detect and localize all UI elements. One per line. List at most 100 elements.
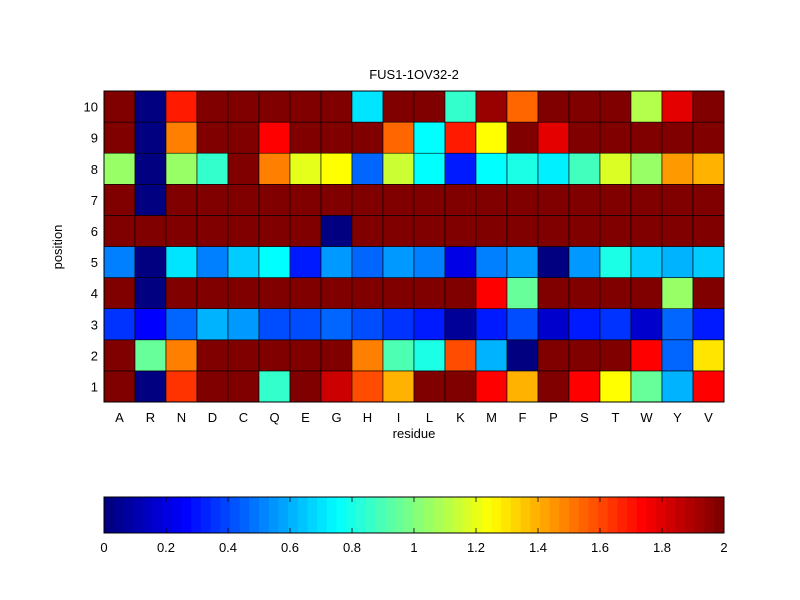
colorbar-swatch bbox=[636, 497, 647, 533]
colorbar-tick-label: 1.6 bbox=[591, 540, 609, 555]
colorbar-swatch bbox=[326, 497, 337, 533]
cell-D-4 bbox=[196, 277, 229, 310]
colorbar-swatch bbox=[443, 497, 454, 533]
cell-A-9 bbox=[103, 121, 136, 154]
cell-D-7 bbox=[196, 184, 229, 216]
cell-Q-4 bbox=[258, 277, 291, 310]
cell-S-3 bbox=[568, 308, 601, 341]
cell-G-6 bbox=[320, 215, 353, 247]
cell-P-8 bbox=[537, 152, 570, 185]
cell-H-10 bbox=[351, 90, 384, 123]
colorbar-swatch bbox=[317, 497, 328, 533]
cell-F-3 bbox=[506, 308, 539, 341]
cell-A-2 bbox=[103, 339, 136, 372]
cell-P-3 bbox=[537, 308, 570, 341]
colorbar-tick-label: 1.8 bbox=[653, 540, 671, 555]
colorbar-swatch bbox=[355, 497, 367, 533]
cell-L-6 bbox=[413, 215, 446, 247]
cell-S-1 bbox=[568, 370, 601, 403]
x-tick-label: S bbox=[580, 410, 589, 425]
cell-E-9 bbox=[289, 121, 322, 154]
x-tick-label: T bbox=[612, 410, 620, 425]
cell-W-5 bbox=[630, 246, 663, 278]
cell-C-4 bbox=[227, 277, 260, 310]
colorbar-swatch bbox=[714, 497, 725, 533]
y-axis-label: position bbox=[50, 225, 65, 270]
colorbar-swatch bbox=[559, 497, 570, 533]
cell-W-6 bbox=[630, 215, 663, 247]
cell-T-6 bbox=[599, 215, 632, 247]
colorbar-swatch bbox=[307, 497, 318, 533]
cell-G-4 bbox=[320, 277, 353, 310]
cell-W-3 bbox=[630, 308, 663, 341]
cell-Y-8 bbox=[661, 152, 694, 185]
cell-P-7 bbox=[537, 184, 570, 216]
cell-Q-6 bbox=[258, 215, 291, 247]
cell-I-9 bbox=[382, 121, 415, 154]
colorbar-swatch bbox=[191, 497, 202, 533]
cell-S-7 bbox=[568, 184, 601, 216]
cell-V-9 bbox=[692, 121, 725, 154]
cell-H-4 bbox=[351, 277, 384, 310]
colorbar-swatch bbox=[423, 497, 434, 533]
y-tick-label: 6 bbox=[91, 224, 98, 239]
colorbar-swatch bbox=[462, 497, 473, 533]
colorbar-swatch bbox=[210, 497, 221, 533]
cell-A-1 bbox=[103, 370, 136, 403]
cell-N-8 bbox=[165, 152, 198, 185]
cell-K-1 bbox=[444, 370, 477, 403]
cell-F-5 bbox=[506, 246, 539, 278]
colorbar-swatch bbox=[375, 497, 386, 533]
cell-F-2 bbox=[506, 339, 539, 372]
x-tick-label: K bbox=[456, 410, 465, 425]
cell-G-1 bbox=[320, 370, 353, 403]
x-tick-label: N bbox=[177, 410, 186, 425]
colorbar-tick-label: 0.4 bbox=[219, 540, 237, 555]
cell-M-6 bbox=[475, 215, 508, 247]
colorbar-swatch bbox=[617, 497, 628, 533]
colorbar-swatch bbox=[181, 497, 192, 533]
cell-C-9 bbox=[227, 121, 260, 154]
cell-R-9 bbox=[134, 121, 167, 154]
cell-P-6 bbox=[537, 215, 570, 247]
cell-K-3 bbox=[444, 308, 477, 341]
x-tick-label: F bbox=[519, 410, 527, 425]
cell-V-3 bbox=[692, 308, 725, 341]
colorbar-swatch bbox=[510, 497, 522, 533]
cell-I-10 bbox=[382, 90, 415, 123]
y-tick-label: 4 bbox=[91, 286, 98, 301]
colorbar-swatch bbox=[133, 497, 144, 533]
cell-T-9 bbox=[599, 121, 632, 154]
cell-C-6 bbox=[227, 215, 260, 247]
y-tick-label: 3 bbox=[91, 317, 98, 332]
cell-N-7 bbox=[165, 184, 198, 216]
colorbar-swatch bbox=[229, 497, 241, 533]
cell-D-9 bbox=[196, 121, 229, 154]
cell-W-10 bbox=[630, 90, 663, 123]
cell-Y-7 bbox=[661, 184, 694, 216]
cell-W-2 bbox=[630, 339, 663, 372]
cell-R-10 bbox=[134, 90, 167, 123]
cell-A-3 bbox=[103, 308, 136, 341]
colorbar-tick-label: 0.8 bbox=[343, 540, 361, 555]
cell-R-6 bbox=[134, 215, 167, 247]
cell-E-4 bbox=[289, 277, 322, 310]
cell-W-7 bbox=[630, 184, 663, 216]
cell-R-4 bbox=[134, 277, 167, 310]
x-axis-label: residue bbox=[393, 426, 436, 441]
cell-Y-1 bbox=[661, 370, 694, 403]
cell-L-3 bbox=[413, 308, 446, 341]
cell-G-8 bbox=[320, 152, 353, 185]
cell-I-7 bbox=[382, 184, 415, 216]
x-tick-label: A bbox=[115, 410, 124, 425]
cell-I-3 bbox=[382, 308, 415, 341]
cell-C-10 bbox=[227, 90, 260, 123]
cell-C-3 bbox=[227, 308, 260, 341]
x-tick-label: Q bbox=[269, 410, 279, 425]
cell-Q-7 bbox=[258, 184, 291, 216]
cell-Y-5 bbox=[661, 246, 694, 278]
cell-P-5 bbox=[537, 246, 570, 278]
y-tick-label: 7 bbox=[91, 193, 98, 208]
cell-P-1 bbox=[537, 370, 570, 403]
